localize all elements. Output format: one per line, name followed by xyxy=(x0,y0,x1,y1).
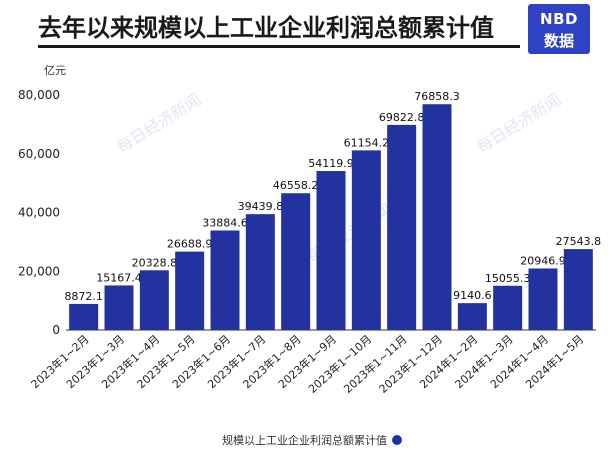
bar-value-label: 69822.8 xyxy=(379,111,425,124)
bar xyxy=(528,268,558,330)
bar xyxy=(245,214,275,330)
chart-title: 去年以来规模以上工业企业利润总额累计值 xyxy=(38,14,494,42)
y-tick-label: 0 xyxy=(52,323,60,337)
bar-value-label: 76858.3 xyxy=(414,90,460,103)
bar xyxy=(175,251,205,330)
title-underline xyxy=(38,45,520,48)
x-tick-label: 2023年1~10月 xyxy=(305,332,374,396)
bar-value-label: 27543.8 xyxy=(556,235,602,248)
bar-value-label: 8872.1 xyxy=(64,290,103,303)
bar-value-label: 39439.8 xyxy=(238,200,284,213)
y-axis-unit-label: 亿元 xyxy=(44,64,66,77)
logo-text-bottom: 数据 xyxy=(543,32,574,50)
x-tick-label: 2023年1~12月 xyxy=(376,332,445,396)
chart-header: 去年以来规模以上工业企业利润总额累计值 NBD 数据 xyxy=(0,0,611,56)
bar xyxy=(493,285,523,330)
bar xyxy=(457,303,487,330)
nbd-logo: NBD 数据 xyxy=(528,4,590,54)
y-tick-label: 40,000 xyxy=(18,206,60,220)
bar-value-label: 20946.9 xyxy=(520,254,566,267)
bar xyxy=(387,124,417,330)
y-tick-label: 80,000 xyxy=(18,88,60,102)
bar xyxy=(351,150,381,330)
bar xyxy=(139,270,169,330)
legend-label: 规模以上工业企业利润总额累计值 xyxy=(222,433,387,447)
bar xyxy=(316,171,346,330)
bar-value-label: 61154.2 xyxy=(344,136,390,149)
bar-value-label: 15167.4 xyxy=(96,271,142,284)
bar-value-label: 26688.9 xyxy=(167,238,213,251)
y-tick-label: 20,000 xyxy=(18,264,60,278)
bar-value-label: 33884.6 xyxy=(202,216,248,229)
bar-value-label: 54119.9 xyxy=(308,157,354,170)
y-tick-label: 60,000 xyxy=(18,147,60,161)
bar-value-label: 9140.6 xyxy=(453,289,492,302)
bar xyxy=(69,303,99,330)
bar-value-label: 46558.2 xyxy=(273,179,319,192)
bar-value-label: 20328.8 xyxy=(132,256,178,269)
legend-dot-icon xyxy=(392,435,402,445)
bar xyxy=(422,104,452,330)
bar xyxy=(210,230,240,330)
bar-value-label: 15055.3 xyxy=(485,272,531,285)
bar xyxy=(281,193,311,330)
x-tick-label: 2023年1~11月 xyxy=(341,332,410,396)
bar xyxy=(563,249,593,330)
logo-text-top: NBD xyxy=(540,10,578,28)
bar xyxy=(104,285,134,330)
